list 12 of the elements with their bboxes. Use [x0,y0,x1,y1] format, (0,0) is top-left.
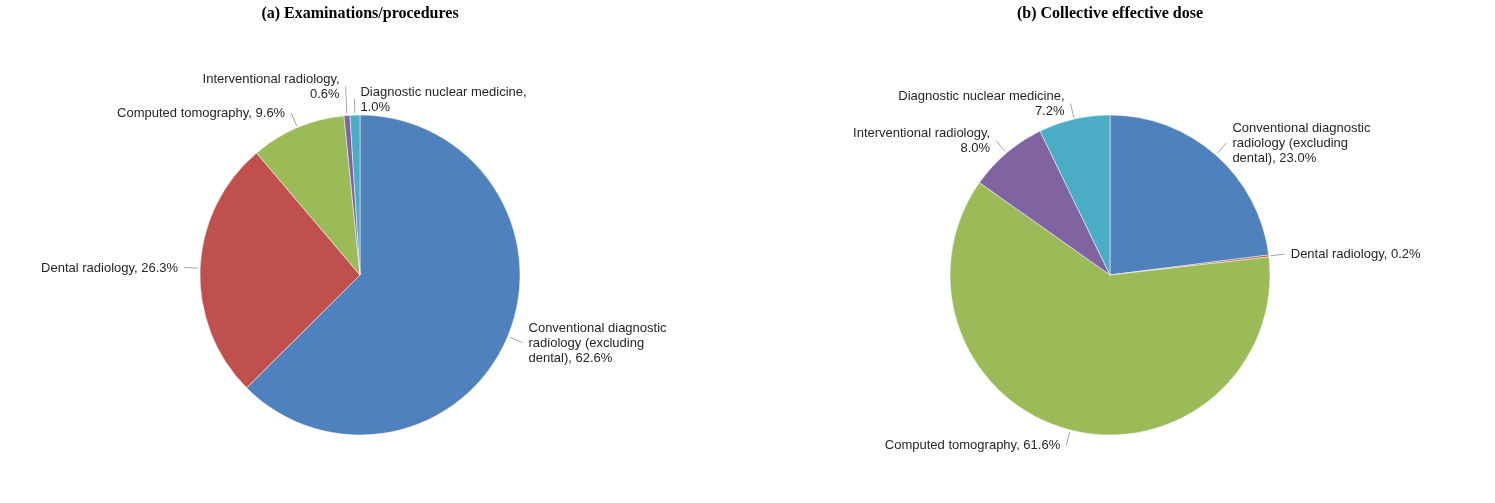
slice-label: Diagnostic nuclear medicine, 1.0% [360,83,527,114]
slice-label: Computed tomography, 61.6% [884,437,1061,453]
slice-label: Conventional diagnostic radiology (excluding dental), 62.6% [528,319,668,365]
slice-label: Interventional radiology, 8.0% [853,125,991,156]
slice-label: Dental radiology, 0.2% [1290,246,1422,262]
slice-label: Diagnostic nuclear medicine, 7.2% [898,87,1065,118]
slice-label: Interventional radiology, 0.6% [202,71,341,102]
slice-label: Computed tomography, 9.6% [117,105,286,121]
slice-label: Dental radiology, 26.3% [41,259,179,275]
chart-title: (a) Examinations/procedures [261,4,459,22]
slice-label: Conventional diagnostic radiology (excluding dental), 23.0% [1232,119,1371,165]
chart-title: (b) Collective effective dose [1016,4,1204,22]
